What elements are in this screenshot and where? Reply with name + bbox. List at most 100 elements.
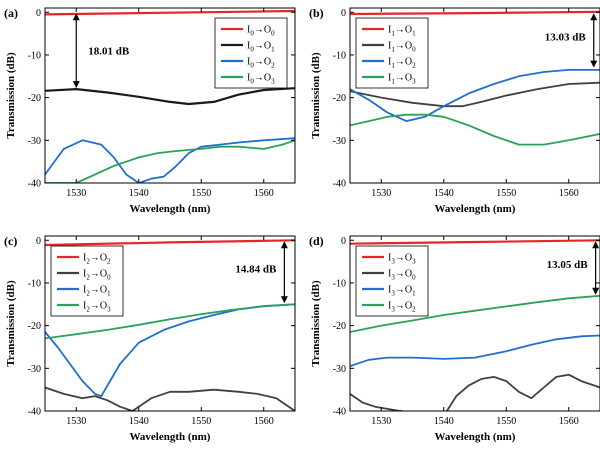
series-line-0 <box>45 9 295 16</box>
legend-entry-3: I3→O2 <box>388 301 416 314</box>
arrow-head-down <box>592 287 600 295</box>
y-tick-label: -30 <box>333 364 346 375</box>
x-tick-label: 1530 <box>371 416 391 427</box>
y-tick-label: 0 <box>36 8 41 19</box>
series-line-2 <box>350 334 600 368</box>
x-tick-label: 1530 <box>66 188 86 199</box>
series-line-1 <box>45 87 295 106</box>
x-axis-title: Wavelength (nm) <box>435 431 516 443</box>
y-axis-title: Transmission (dB) <box>5 280 17 367</box>
legend: I1→O1 I1→O0 I1→O2 I1→O3 <box>355 17 429 89</box>
legend-entry-0: I2→O2 <box>83 253 111 266</box>
arrow-head-up <box>592 241 600 249</box>
y-tick-label: 0 <box>341 236 346 247</box>
delta-arrow <box>280 241 288 304</box>
series-line-0 <box>350 10 600 16</box>
legend: I3→O3 I3→O0 I3→O1 I3→O2 <box>355 245 429 317</box>
arrow-head-up <box>72 13 80 21</box>
legend-entry-1: I3→O0 <box>388 269 416 282</box>
series-line-3 <box>45 303 295 340</box>
arrow-head-down <box>590 60 598 68</box>
series-group <box>45 9 295 183</box>
y-tick-label: -40 <box>28 407 41 418</box>
arrow-head-down <box>280 296 288 304</box>
x-tick-label: 1550 <box>191 416 211 427</box>
plot-frame <box>44 235 296 412</box>
chart-panel-a: 1530 1540 1550 1560 0 -10 -20 -30 -40 Wavelength … <box>4 6 296 215</box>
legend-entry-2: I1→O2 <box>388 57 416 70</box>
panel-label: (a) <box>4 6 18 20</box>
chart-panel-b: 1530 1540 1550 1560 0 -10 -20 -30 -40 Wavelength … <box>309 6 600 215</box>
y-axis-title: Transmission (dB) <box>310 52 322 139</box>
legend-entry-2: I3→O1 <box>388 285 416 298</box>
delta-label: 13.03 dB <box>545 31 587 43</box>
x-tick-label: 1530 <box>371 188 391 199</box>
delta-label: 18.01 dB <box>88 46 130 58</box>
x-tick-label: 1540 <box>129 188 149 199</box>
series-group <box>350 239 600 411</box>
y-tick-label: -10 <box>28 50 41 61</box>
y-tick-label: -20 <box>28 321 41 332</box>
legend-entry-3: I1→O3 <box>388 73 416 86</box>
x-axis-title: Wavelength (nm) <box>130 203 211 215</box>
x-tick-label: 1560 <box>254 416 274 427</box>
delta-arrow <box>72 13 80 89</box>
legend-entry-0: I1→O1 <box>388 25 416 38</box>
x-tick-label: 1540 <box>434 188 454 199</box>
x-axis-title: Wavelength (nm) <box>435 203 516 215</box>
x-tick-label: 1560 <box>254 188 274 199</box>
series-line-1 <box>350 393 404 411</box>
legend-entry-1: I0→O1 <box>247 41 275 54</box>
y-tick-label: 0 <box>36 236 41 247</box>
x-tick-label: 1550 <box>496 188 516 199</box>
y-tick-label: -10 <box>28 278 41 289</box>
arrow-head-up <box>280 241 288 249</box>
legend-entry-2: I0→O2 <box>247 57 275 70</box>
series-line-0 <box>350 239 600 245</box>
legend-entry-1: I2→O0 <box>83 269 111 282</box>
y-axis-title: Transmission (dB) <box>5 52 17 139</box>
x-axis-title: Wavelength (nm) <box>130 431 211 443</box>
y-tick-label: -10 <box>333 278 346 289</box>
x-tick-label: 1540 <box>129 416 149 427</box>
x-tick-label: 1560 <box>559 188 579 199</box>
series-line-3 <box>350 294 600 333</box>
y-tick-label: -30 <box>333 136 346 147</box>
x-tick-label: 1550 <box>191 188 211 199</box>
delta-label: 14.84 dB <box>235 263 277 275</box>
legend-entry-0: I3→O3 <box>388 253 416 266</box>
series-line-2 <box>45 137 295 183</box>
x-tick-label: 1560 <box>559 416 579 427</box>
arrow-head-down <box>72 81 80 89</box>
panel-label: (d) <box>309 234 324 248</box>
legend: I2→O2 I2→O0 I2→O1 I2→O3 <box>50 245 124 317</box>
y-axis-title: Transmission (dB) <box>310 280 322 367</box>
y-tick-label: 0 <box>341 8 346 19</box>
series-line-2 <box>45 303 295 397</box>
series-line-1 <box>45 386 295 411</box>
plot-frame <box>44 7 296 184</box>
y-tick-label: -40 <box>333 179 346 190</box>
plot-frame <box>349 235 600 412</box>
y-tick-label: -30 <box>28 136 41 147</box>
x-tick-label: 1530 <box>66 416 86 427</box>
delta-label: 13.05 dB <box>547 259 589 271</box>
series-line-1 <box>350 81 600 108</box>
series-group <box>350 10 600 146</box>
legend-entry-3: I0→O3 <box>247 73 275 86</box>
series-group <box>45 239 295 411</box>
chart-panel-c: 1530 1540 1550 1560 0 -10 -20 -30 -40 Wavelength … <box>4 234 296 443</box>
y-tick-label: -40 <box>333 407 346 418</box>
x-tick-label: 1550 <box>496 416 516 427</box>
chart-panel-d: 1530 1540 1550 1560 0 -10 -20 -30 -40 Wavelength … <box>309 234 600 443</box>
x-tick-label: 1540 <box>434 416 454 427</box>
series-line-1-b <box>446 373 600 411</box>
series-line-3 <box>45 139 295 183</box>
legend-entry-1: I1→O0 <box>388 41 416 54</box>
series-line-2 <box>350 69 600 122</box>
y-tick-label: -20 <box>28 93 41 104</box>
legend-entry-2: I2→O1 <box>83 285 111 298</box>
y-tick-label: -20 <box>333 321 346 332</box>
